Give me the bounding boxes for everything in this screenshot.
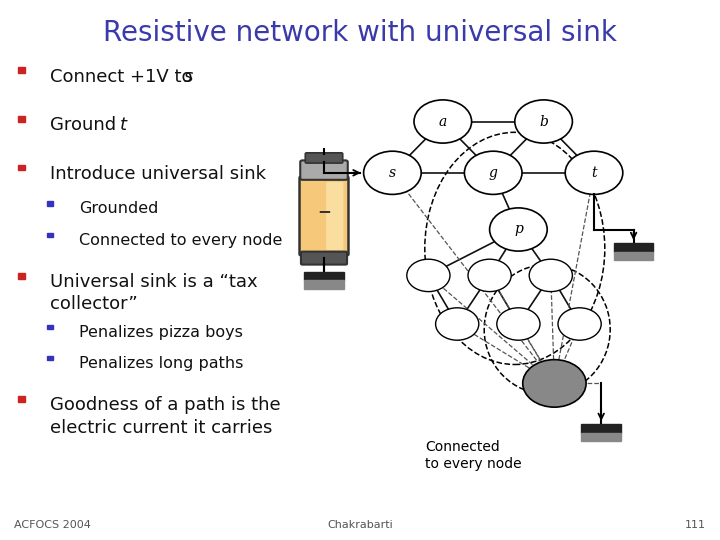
Text: Connected
to every node: Connected to every node xyxy=(425,440,521,471)
Bar xyxy=(18,68,25,73)
FancyBboxPatch shape xyxy=(305,153,343,163)
Circle shape xyxy=(565,151,623,194)
Text: a: a xyxy=(438,114,447,129)
Text: Resistive network with universal sink: Resistive network with universal sink xyxy=(103,19,617,47)
Bar xyxy=(47,201,53,206)
Text: −: − xyxy=(317,201,331,220)
Bar xyxy=(582,424,621,433)
Circle shape xyxy=(558,308,601,340)
Text: p: p xyxy=(514,222,523,237)
Circle shape xyxy=(414,100,472,143)
Bar xyxy=(304,280,344,289)
Circle shape xyxy=(468,259,511,292)
Text: Connect +1V to: Connect +1V to xyxy=(50,68,199,85)
Text: Ground: Ground xyxy=(50,116,122,134)
Text: ACFOCS 2004: ACFOCS 2004 xyxy=(14,520,91,530)
Bar xyxy=(18,116,25,122)
Bar xyxy=(47,356,53,361)
Text: b: b xyxy=(539,114,548,129)
Bar xyxy=(47,325,53,329)
Text: Chakrabarti: Chakrabarti xyxy=(327,520,393,530)
FancyBboxPatch shape xyxy=(300,176,348,256)
Circle shape xyxy=(523,360,586,407)
Text: Grounded: Grounded xyxy=(79,201,158,217)
Bar xyxy=(18,396,25,402)
Text: 111: 111 xyxy=(685,520,706,530)
Text: Goodness of a path is the
electric current it carries: Goodness of a path is the electric curre… xyxy=(50,396,281,436)
Circle shape xyxy=(436,308,479,340)
Text: g: g xyxy=(489,166,498,180)
Circle shape xyxy=(364,151,421,194)
Circle shape xyxy=(407,259,450,292)
Bar xyxy=(304,272,344,280)
FancyBboxPatch shape xyxy=(300,160,348,180)
Text: Universal sink is a “tax
collector”: Universal sink is a “tax collector” xyxy=(50,273,258,313)
Text: t: t xyxy=(591,166,597,180)
Text: s: s xyxy=(184,68,193,85)
Bar xyxy=(18,273,25,279)
Circle shape xyxy=(529,259,572,292)
FancyBboxPatch shape xyxy=(326,182,343,250)
Text: Penalizes long paths: Penalizes long paths xyxy=(79,356,243,371)
Text: t: t xyxy=(120,116,127,134)
Bar xyxy=(47,233,53,238)
Text: Connected to every node: Connected to every node xyxy=(79,233,282,248)
Text: Introduce universal sink: Introduce universal sink xyxy=(50,165,266,183)
Circle shape xyxy=(490,208,547,251)
Text: Penalizes pizza boys: Penalizes pizza boys xyxy=(79,325,243,340)
Circle shape xyxy=(464,151,522,194)
Bar xyxy=(582,433,621,441)
Bar xyxy=(614,252,654,260)
Text: s: s xyxy=(389,166,396,180)
Circle shape xyxy=(497,308,540,340)
FancyBboxPatch shape xyxy=(301,252,347,265)
Bar xyxy=(614,243,654,252)
Circle shape xyxy=(515,100,572,143)
Bar xyxy=(18,165,25,170)
